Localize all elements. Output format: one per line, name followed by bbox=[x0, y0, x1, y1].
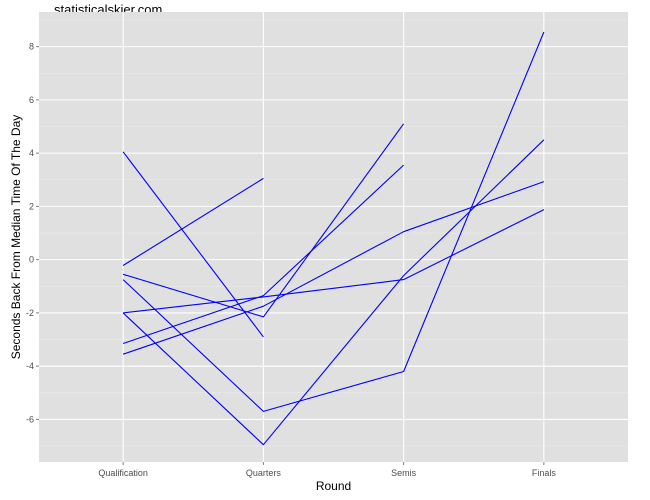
x-tick-label: Finals bbox=[532, 468, 557, 478]
series-line bbox=[122, 123, 405, 318]
y-axis-ticks: -6 -4 -2 0 2 4 6 8 bbox=[26, 42, 39, 424]
x-axis-title: Round bbox=[316, 479, 351, 493]
y-tick-label: -6 bbox=[26, 414, 34, 424]
y-tick-label: 6 bbox=[29, 95, 34, 105]
series-line bbox=[122, 139, 545, 446]
y-tick-label: 4 bbox=[29, 148, 34, 158]
series-lines bbox=[122, 31, 545, 446]
y-tick-label: -2 bbox=[26, 308, 34, 318]
series-line bbox=[122, 164, 404, 345]
y-tick-label: 0 bbox=[29, 255, 34, 265]
x-tick-label: Qualification bbox=[98, 468, 148, 478]
y-tick-label: 2 bbox=[29, 201, 34, 211]
x-tick-label: Semis bbox=[391, 468, 417, 478]
series-line bbox=[122, 181, 545, 355]
series-line bbox=[122, 151, 264, 338]
y-axis-title: Seconds Back From Median Time Of The Day bbox=[9, 115, 23, 360]
y-tick-label: 8 bbox=[29, 42, 34, 52]
plot-panel bbox=[39, 12, 628, 462]
series-line bbox=[123, 209, 545, 314]
x-axis-ticks: Qualification Quarters Semis Finals bbox=[98, 462, 556, 478]
series-line bbox=[122, 31, 545, 412]
minor-gridlines bbox=[39, 19, 628, 447]
series-line bbox=[122, 177, 264, 266]
y-tick-label: -4 bbox=[26, 361, 34, 371]
x-tick-label: Quarters bbox=[246, 468, 282, 478]
